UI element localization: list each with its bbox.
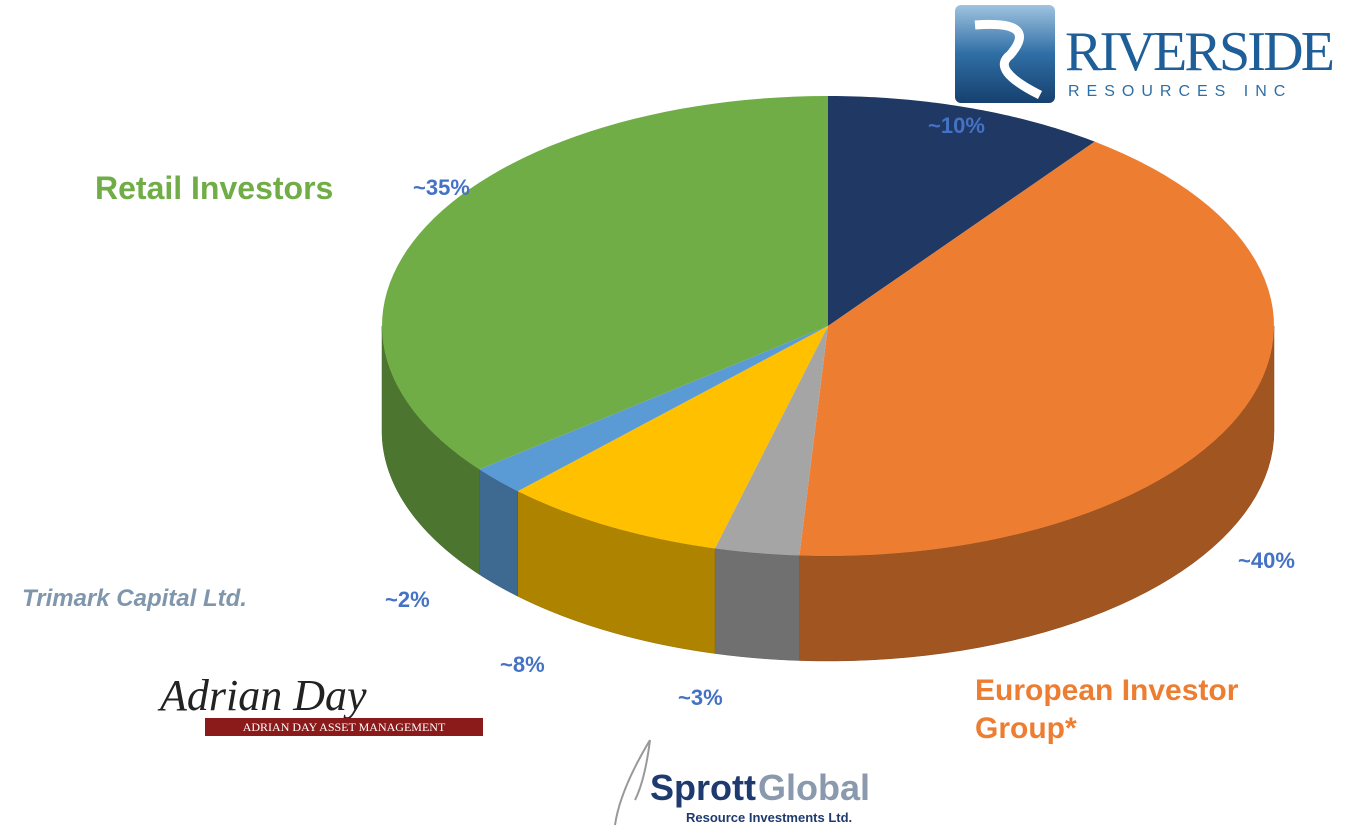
signature: Adrian Day bbox=[157, 671, 367, 720]
category-label: Trimark Capital Ltd. bbox=[22, 585, 247, 612]
logo-text: ADRIAN DAY ASSET MANAGEMENT bbox=[243, 720, 446, 734]
pie-side bbox=[381, 325, 480, 575]
logo-tagline: RESOURCES INC bbox=[1068, 83, 1292, 100]
category-label: Retail Investors bbox=[95, 170, 334, 206]
sprott-logo: Sprott Global Resource Investments Ltd. bbox=[614, 739, 870, 826]
logo-swoosh bbox=[974, 19, 1043, 100]
value-label: ~3% bbox=[678, 685, 723, 710]
pie-slice bbox=[479, 326, 828, 492]
adrian-day-logo: Adrian Day ADRIAN DAY ASSET MANAGEMENT bbox=[157, 671, 483, 736]
logo-tagline: Resource Investments Ltd. bbox=[686, 810, 852, 825]
value-label: ~8% bbox=[500, 652, 545, 677]
logo-name: Global bbox=[758, 767, 870, 808]
logo-bar bbox=[205, 718, 483, 736]
category-label: European Investor Group* bbox=[975, 674, 1239, 745]
logo-name: Sprott bbox=[650, 767, 756, 808]
logo-bird bbox=[614, 739, 651, 826]
pie-slice bbox=[517, 326, 828, 549]
logo-text: RIVERSIDE bbox=[1065, 21, 1335, 83]
pie-slice bbox=[828, 96, 1095, 326]
value-label: ~10% bbox=[928, 113, 985, 138]
value-label: ~40% bbox=[1238, 548, 1295, 573]
pie bbox=[381, 96, 1275, 662]
pie-slice bbox=[799, 141, 1274, 556]
pie-slice bbox=[382, 96, 828, 470]
value-label: ~35% bbox=[413, 175, 470, 200]
pie-side bbox=[479, 468, 518, 597]
pie-side bbox=[714, 548, 800, 661]
value-label: ~2% bbox=[385, 587, 430, 612]
pie-slice bbox=[714, 326, 828, 556]
riverside-logo: RIVERSIDE RESOURCES INC bbox=[955, 5, 1335, 103]
